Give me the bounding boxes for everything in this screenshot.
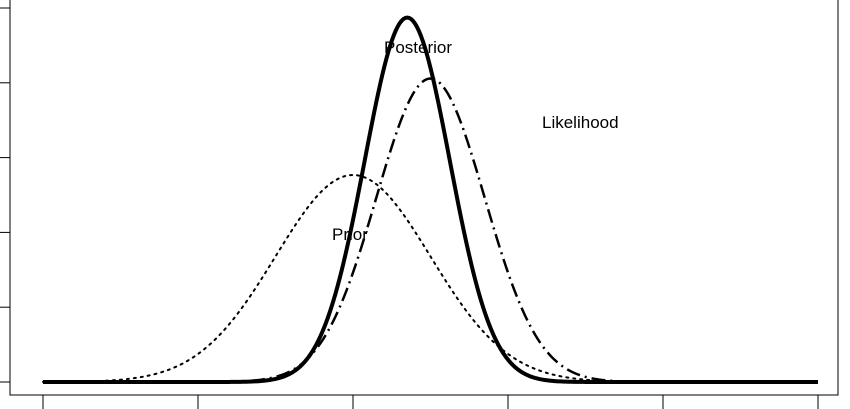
x-axis	[42, 395, 819, 409]
posterior-label: Posterior	[384, 38, 452, 57]
posterior-curve	[42, 15, 819, 384]
likelihood-label: Likelihood	[542, 113, 619, 132]
y-axis	[0, 7, 10, 383]
prior-curve	[42, 174, 819, 383]
prior-label: Prior	[332, 225, 368, 244]
likelihood-curve	[43, 77, 818, 384]
plot-frame	[9, 0, 839, 396]
